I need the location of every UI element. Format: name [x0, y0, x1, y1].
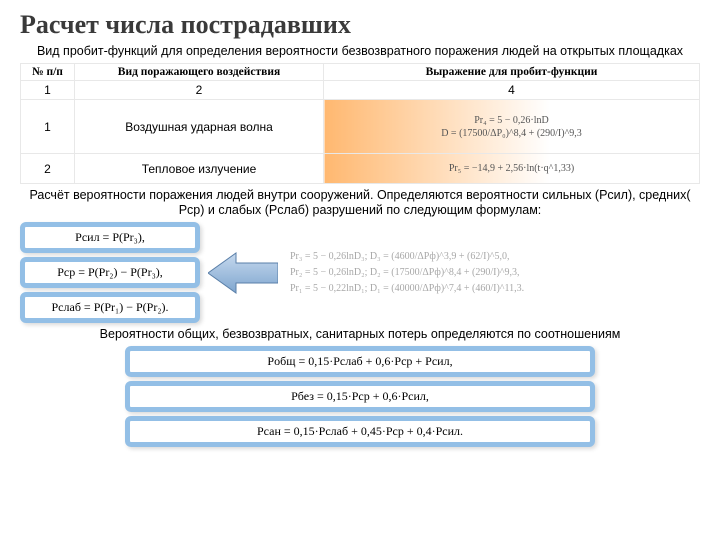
- pill-pbez: Pбез = 0,15·Pср + 0,6·Pсил,: [125, 381, 595, 412]
- formulas-row: Pсил = P(Pr₃), Pср = P(Pr₂) − P(Pr₃), Pс…: [20, 222, 700, 323]
- cell-r2-n: 2: [21, 154, 75, 184]
- pill-pslab: Pслаб = P(Pr₁) − P(Pr₂).: [20, 292, 200, 323]
- cell-h2: 2: [75, 81, 324, 100]
- cell-r2-f: Pr₅ = −14,9 + 2,56·ln(t·q^1,33): [324, 154, 700, 184]
- formula-pr5: Pr₅ = −14,9 + 2,56·ln(t·q^1,33): [328, 162, 695, 175]
- cell-h1: 1: [21, 81, 75, 100]
- cell-h3: 4: [324, 81, 700, 100]
- th-num: № п/п: [21, 64, 75, 81]
- cell-r1-f: Pr₄ = 5 − 0,26·lnD D = (17500/ΔP₀)^8,4 +…: [324, 100, 700, 154]
- formula-pr4: Pr₄ = 5 − 0,26·lnD: [328, 114, 695, 127]
- mid-paragraph: Расчёт вероятности поражения людей внутр…: [20, 188, 700, 218]
- cell-r1-n: 1: [21, 100, 75, 154]
- formula-pr1: Pr₁ = 5 − 0,22lnD₁; D₁ = (40000/ΔPф)^7,4…: [290, 281, 524, 297]
- pill-psan: Pсан = 0,15·Pслаб + 0,45·Pср + 0,4·Pсил.: [125, 416, 595, 447]
- subtitle: Вид пробит-функций для определения вероя…: [20, 44, 700, 59]
- probit-table: № п/п Вид поражающего воздействия Выраже…: [20, 63, 700, 184]
- formula-pr2: Pr₂ = 5 − 0,26lnD₂; D₂ = (17500/ΔPф)^8,4…: [290, 265, 524, 281]
- page-title: Расчет числа пострадавших: [20, 10, 700, 40]
- formula-pr3: Pr₃ = 5 − 0,26lnD₃; D₃ = (4600/ΔPф)^3,9 …: [290, 249, 524, 265]
- th-type: Вид поражающего воздействия: [75, 64, 324, 81]
- right-formula-block: Pr₃ = 5 − 0,26lnD₃; D₃ = (4600/ΔPф)^3,9 …: [286, 245, 528, 301]
- bottom-paragraph: Вероятности общих, безвозвратных, санита…: [20, 327, 700, 342]
- cell-r1-v: Воздушная ударная волна: [75, 100, 324, 154]
- arrow-left-icon: [208, 251, 278, 295]
- left-pill-stack: Pсил = P(Pr₃), Pср = P(Pr₂) − P(Pr₃), Pс…: [20, 222, 200, 323]
- pill-psr: Pср = P(Pr₂) − P(Pr₃),: [20, 257, 200, 288]
- cell-r2-v: Тепловое излучение: [75, 154, 324, 184]
- pill-psil: Pсил = P(Pr₃),: [20, 222, 200, 253]
- th-expr: Выражение для пробит-функции: [324, 64, 700, 81]
- pill-pobsh: Pобщ = 0,15·Pслаб + 0,6·Pср + Pсил,: [125, 346, 595, 377]
- formula-d: D = (17500/ΔP₀)^8,4 + (290/I)^9,3: [328, 127, 695, 140]
